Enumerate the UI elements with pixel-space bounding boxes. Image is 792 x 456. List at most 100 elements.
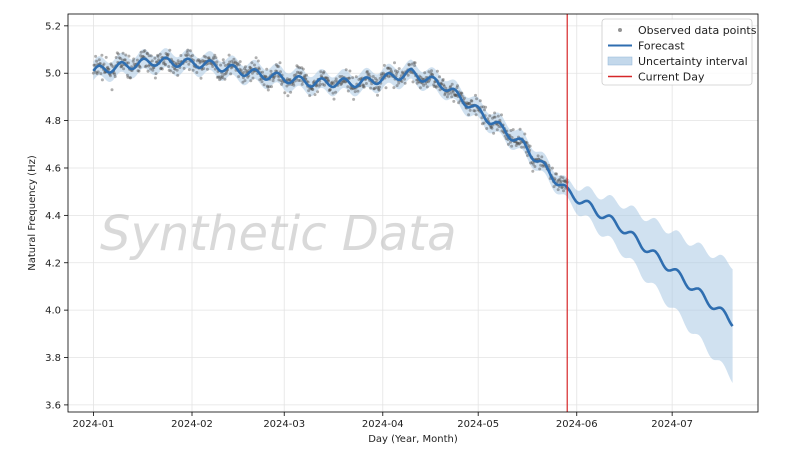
observed-point	[489, 125, 493, 129]
observed-point	[365, 70, 369, 74]
observed-point	[480, 116, 484, 120]
observed-point	[164, 52, 168, 55]
observed-point	[95, 59, 99, 63]
y-tick-label: 4.0	[45, 306, 61, 317]
observed-point	[447, 92, 450, 96]
observed-point	[379, 73, 383, 77]
observed-point	[497, 125, 501, 128]
observed-point	[169, 69, 173, 73]
observed-point	[132, 57, 136, 61]
observed-point	[122, 67, 126, 71]
observed-point	[211, 65, 215, 68]
observed-point	[425, 85, 429, 89]
observed-point	[326, 76, 330, 80]
observed-point	[200, 67, 204, 71]
observed-point	[185, 50, 189, 54]
observed-point	[556, 179, 560, 183]
observed-point	[137, 69, 141, 73]
observed-point	[205, 67, 209, 71]
observed-point	[496, 114, 500, 118]
observed-point	[347, 76, 351, 80]
observed-point	[413, 64, 417, 67]
observed-point	[294, 73, 298, 77]
legend-label: Uncertainty interval	[638, 55, 748, 68]
observed-point	[482, 105, 485, 109]
observed-point	[220, 74, 224, 78]
observed-point	[556, 188, 560, 192]
observed-point	[156, 55, 160, 58]
observed-point	[175, 61, 179, 65]
y-tick-label: 4.8	[45, 116, 61, 127]
observed-point	[266, 88, 270, 92]
observed-point	[119, 57, 122, 60]
observed-point	[121, 51, 125, 55]
observed-point	[364, 82, 368, 85]
observed-point	[199, 76, 203, 80]
observed-point	[474, 93, 477, 97]
observed-point	[232, 57, 236, 61]
observed-point	[151, 68, 155, 72]
observed-point	[323, 83, 326, 87]
observed-point	[347, 76, 351, 80]
observed-point	[225, 70, 228, 74]
observed-point	[467, 101, 471, 105]
observed-point	[482, 121, 486, 125]
observed-point	[424, 82, 428, 86]
observed-point	[221, 58, 225, 62]
observed-point	[427, 70, 431, 74]
observed-point	[361, 85, 365, 89]
observed-point	[441, 78, 445, 81]
observed-point	[292, 83, 296, 87]
observed-point	[331, 91, 335, 95]
observed-point	[452, 92, 456, 96]
observed-point	[110, 63, 113, 67]
observed-point	[434, 85, 438, 89]
observed-point	[362, 85, 366, 89]
observed-point	[332, 97, 336, 101]
observed-point	[173, 67, 177, 71]
observed-point	[114, 56, 118, 59]
observed-point	[224, 72, 228, 76]
observed-point	[519, 140, 523, 144]
observed-point	[248, 65, 252, 69]
observed-point	[443, 93, 447, 97]
observed-point	[227, 53, 231, 57]
observed-point	[504, 137, 508, 140]
observed-point	[526, 154, 529, 157]
observed-point	[238, 60, 242, 64]
y-tick-label: 4.2	[45, 258, 61, 269]
observed-point	[106, 65, 110, 69]
observed-point	[547, 163, 551, 167]
observed-point	[243, 79, 247, 83]
observed-point	[386, 66, 390, 70]
observed-point	[179, 54, 183, 57]
observed-point	[186, 53, 190, 57]
observed-point	[163, 62, 167, 66]
observed-point	[124, 53, 128, 57]
observed-point	[468, 101, 472, 105]
observed-point	[94, 70, 98, 74]
observed-point	[288, 78, 291, 82]
observed-point	[143, 49, 147, 53]
observed-point	[188, 49, 192, 53]
observed-point	[490, 126, 494, 130]
observed-point	[518, 127, 522, 131]
observed-point	[515, 141, 519, 145]
observed-point	[166, 52, 170, 56]
observed-point	[559, 179, 563, 183]
observed-point	[465, 101, 469, 105]
observed-point	[382, 63, 386, 67]
observed-point	[206, 56, 210, 60]
observed-point	[184, 53, 188, 57]
observed-point	[185, 54, 189, 58]
observed-point	[150, 59, 154, 63]
observed-point	[246, 75, 250, 79]
observed-point	[159, 66, 163, 70]
observed-point	[455, 93, 458, 97]
observed-point	[231, 61, 235, 65]
observed-point	[297, 79, 300, 82]
observed-point	[311, 88, 315, 91]
observed-point	[365, 70, 369, 73]
observed-point	[280, 82, 284, 86]
